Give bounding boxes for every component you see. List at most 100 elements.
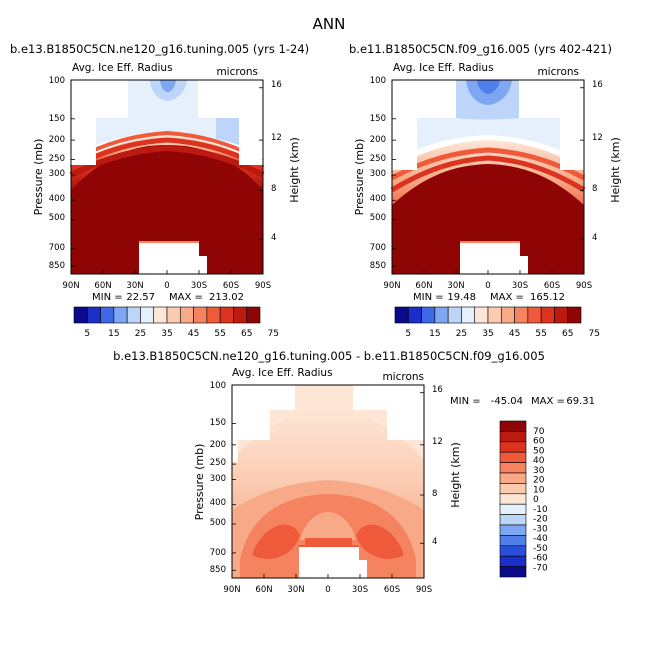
y-tick-label: 850 [370,261,386,271]
colorbar-top-left-swatch [86,306,101,324]
colorbar-top-right-swatch [514,306,529,324]
x-tick-label: 60N [255,585,272,595]
x-tick-labels: 90N 60N 30N 0 30S 60S 90S [383,281,592,291]
colorbar-top-right-swatch [554,306,569,324]
panel-top-right: b.e11.B1850C5CN.f09_g16.005 (yrs 402-421… [349,42,622,303]
x-tick-label: 60S [384,585,400,595]
y-tick-label: 150 [210,418,226,428]
colorbar-top-left [73,306,261,324]
y2-tick-label: 16 [271,80,282,90]
colorbar-top-right-swatch [407,306,422,324]
colorbar-difference [499,420,527,578]
x-tick-label: 90S [416,585,432,595]
y-tick-label: 500 [49,213,65,223]
y2-tick-label: 16 [432,385,443,395]
x-tick-label: 30N [287,585,304,595]
colorbar-top-right-label: 45 [509,329,520,339]
y-tick-label: 850 [49,261,65,271]
axis-ticks [391,79,585,274]
colorbar-difference-label: 70 [533,427,545,437]
x-tick-label: 0 [325,585,330,595]
colorbar-top-right-swatch [394,306,409,324]
y-tick-label: 250 [210,458,226,468]
y-tick-label: 400 [49,194,65,204]
y2-tick-labels: 16 12 8 4 [271,80,282,243]
y-tick-label: 100 [49,76,65,86]
x-tick-label: 90N [62,281,79,291]
x-tick-labels: 90N 60N 30N 0 30S 60S 90S [223,585,432,595]
colorbar-difference-label: 50 [533,446,545,456]
y-tick-label: 400 [370,194,386,204]
colorbar-top-left-swatch [193,306,208,324]
colorbar-difference-label: -20 [533,515,548,525]
colorbar-top-left-swatch [246,306,261,324]
colorbar-top-right-swatch [527,306,542,324]
colorbar-difference-label: -60 [533,554,548,564]
colorbar-difference-label: -40 [533,534,548,544]
variable-label: Avg. Ice Eff. Radius [393,62,494,74]
panel-title: b.e13.B1850C5CN.ne120_g16.tuning.005 - b… [113,349,545,363]
min-value: -45.04 [491,396,523,407]
x-tick-label: 0 [485,281,490,291]
colorbar-difference-label: 60 [533,437,545,447]
y2-tick-label: 4 [271,233,276,243]
y-tick-label: 500 [370,213,386,223]
y2-tick-labels: 16 12 8 4 [432,385,443,547]
colorbar-top-left-label: 75 [268,329,279,339]
colorbar-top-left-label: 5 [84,329,90,339]
x-tick-label: 60N [415,281,432,291]
x-tick-labels: 90N 60N 30N 0 30S 60S 90S [62,281,271,291]
y-tick-label: 400 [210,498,226,508]
y2-axis-label: Height (km) [449,442,462,508]
contour-field [69,80,265,274]
min-label: MIN = [413,292,444,303]
colorbar-top-left-label: 45 [188,329,199,339]
colorbar-top-right-labels: 5 15 25 35 45 55 65 75 [405,329,600,339]
x-tick-label: 60N [94,281,111,291]
y-tick-label: 700 [210,548,226,558]
x-tick-label: 30N [447,281,464,291]
y-tick-label: 700 [49,243,65,253]
variable-label: Avg. Ice Eff. Radius [72,62,173,74]
x-tick-label: 90S [576,281,592,291]
y-tick-label: 500 [210,518,226,528]
y-tick-label: 200 [49,135,65,145]
contour-field [232,385,424,578]
colorbar-top-right-label: 75 [589,329,600,339]
colorbar-top-right-swatch [500,306,515,324]
panel-title: b.e13.B1850C5CN.ne120_g16.tuning.005 (yr… [10,42,309,56]
y2-tick-label: 8 [592,184,597,194]
max-value: 69.31 [566,396,595,407]
colorbar-top-left-swatch [153,306,168,324]
colorbar-top-right-swatch [421,306,436,324]
y2-axis-label: Height (km) [288,137,301,203]
x-tick-label: 90S [255,281,271,291]
y-tick-label: 100 [370,76,386,86]
x-tick-label: 30N [126,281,143,291]
colorbar-difference-label: -70 [533,563,548,573]
max-label: MAX = [169,292,203,303]
colorbar-difference-swatch [499,462,527,474]
colorbar-top-right-swatch [567,306,582,324]
colorbar-top-right-swatch [447,306,462,324]
colorbar-top-right-label: 55 [535,329,546,339]
y-tick-label: 150 [49,114,65,124]
colorbar-difference-label: 20 [533,476,545,486]
units-label: microns [537,66,579,78]
colorbar-top-left-swatch [126,306,141,324]
units-label: microns [382,371,424,383]
axis-ticks [231,384,425,578]
colorbar-difference-swatch [499,483,527,495]
max-label: MAX = [531,396,565,407]
colorbar-difference-label: 0 [533,495,539,505]
panel-top-left: b.e13.B1850C5CN.ne120_g16.tuning.005 (yr… [10,42,309,303]
figure-title: ANN [313,15,346,33]
panel-title: b.e11.B1850C5CN.f09_g16.005 (yrs 402-421… [349,42,612,56]
colorbar-difference-swatch [499,503,527,515]
axis-ticks [70,79,264,274]
colorbar-top-left-swatch [113,306,128,324]
colorbar-top-right-label: 35 [482,329,493,339]
colorbar-top-left-label: 65 [241,329,252,339]
